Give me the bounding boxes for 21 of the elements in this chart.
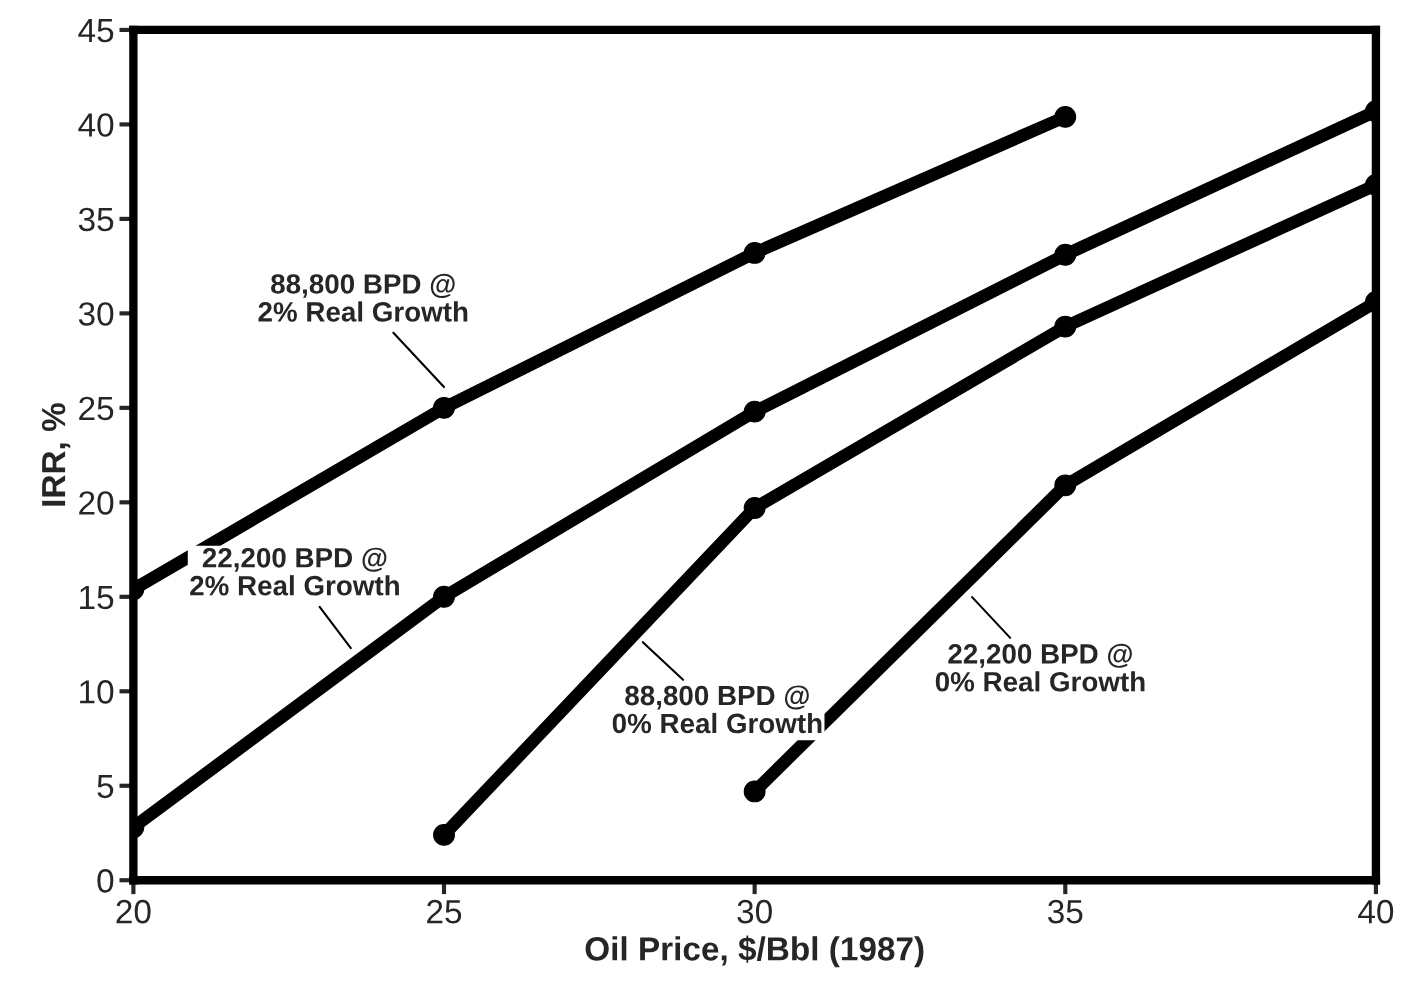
y-tick-label: 10 [80,680,114,704]
y-tick-label: 35 [78,207,114,232]
x-tick-label: 25 [427,899,462,924]
x-tick-label: 20 [116,899,151,924]
y-axis-title: IRR, % [41,403,71,506]
annotation: 22,200 BPD @ 2% Real Growth [190,547,399,596]
y-tick-label: 45 [78,19,114,43]
y-tick-label: 20 [79,491,114,515]
y-tick-label: 15 [80,585,114,610]
y-tick-label: 0 [97,869,114,893]
annotation: 22,200 BPD @ 0% Real Growth [935,643,1145,692]
x-tick-label: 35 [1048,899,1083,924]
x-axis-title: Oil Price, $/Bbl (1987) [585,935,924,968]
annotation: 88,800 BPD @ 0% Real Growth [612,685,822,734]
x-tick-label: 30 [737,899,772,924]
annotation: 88,800 BPD @ 2% Real Growth [258,273,468,322]
y-tick-label: 25 [79,396,114,421]
y-tick-label: 40 [78,113,114,137]
x-tick-label: 40 [1358,899,1394,924]
y-tick-label: 5 [97,774,114,799]
y-tick-label: 30 [78,302,114,326]
